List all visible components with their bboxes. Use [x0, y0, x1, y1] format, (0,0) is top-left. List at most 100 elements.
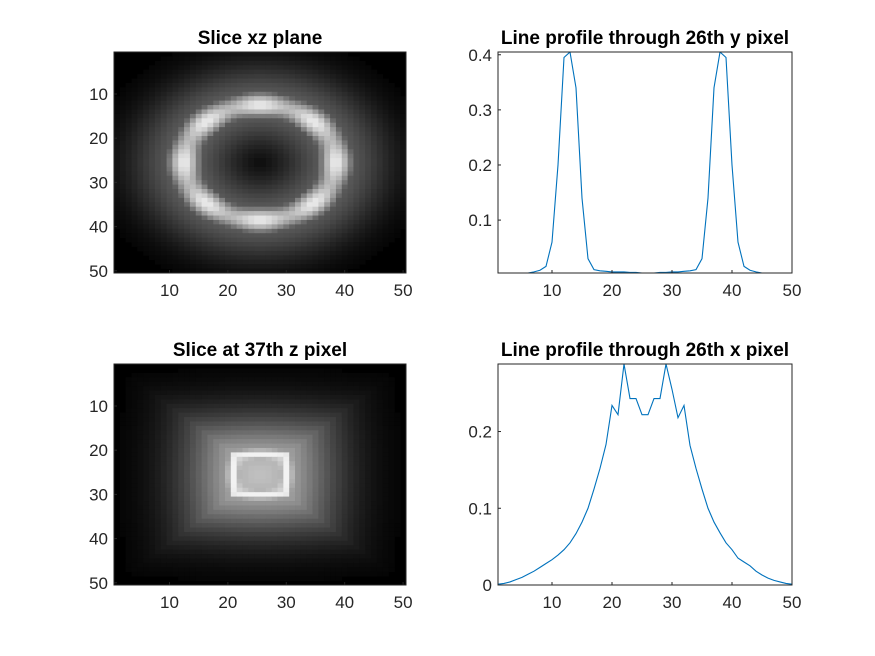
heatmap-cell	[370, 87, 378, 93]
heatmap-cell	[184, 149, 191, 155]
heatmap-cell	[160, 153, 167, 159]
heatmap-cell	[271, 60, 278, 66]
heatmap-cell	[137, 381, 144, 387]
heatmap-cell	[172, 122, 179, 128]
heatmap-cell	[219, 540, 226, 546]
heatmap-cell	[207, 399, 214, 405]
heatmap-cell	[289, 189, 296, 194]
heatmap-cell	[394, 456, 401, 462]
heatmap-cell	[160, 518, 167, 524]
heatmap-cell	[335, 545, 343, 551]
heatmap-cell	[160, 381, 167, 387]
heatmap-cell	[160, 197, 167, 203]
heatmap-cell	[201, 386, 208, 391]
heatmap-cell	[335, 408, 343, 414]
heatmap-cell	[370, 540, 378, 546]
heatmap-cell	[382, 135, 389, 141]
heatmap-cell	[324, 470, 331, 475]
heatmap-cell	[365, 492, 372, 497]
heatmap-cell	[347, 65, 354, 71]
axes-frame	[497, 363, 793, 586]
heatmap-cell	[312, 390, 319, 396]
heatmap-cell	[160, 219, 167, 225]
heatmap-cell	[318, 545, 325, 551]
heatmap-cell	[137, 149, 144, 155]
heatmap-cell	[382, 447, 389, 453]
heatmap-cell	[125, 228, 132, 234]
heatmap-cell	[224, 122, 232, 128]
heatmap-cell	[370, 197, 378, 203]
heatmap-cell	[125, 465, 132, 471]
heatmap-cell	[260, 65, 267, 71]
heatmap-cell	[335, 255, 343, 261]
heatmap-cell	[376, 242, 384, 247]
heatmap-cell	[125, 412, 132, 418]
heatmap-cell	[295, 505, 302, 511]
heatmap-cell	[154, 189, 162, 194]
heatmap-cell	[365, 100, 372, 106]
heatmap-cell	[254, 425, 261, 431]
heatmap-cell	[394, 430, 401, 436]
heatmap-cell	[365, 518, 372, 524]
heatmap-cell	[248, 518, 255, 524]
heatmap-cell	[172, 487, 179, 493]
heatmap-cell	[260, 78, 267, 84]
heatmap-cell	[224, 250, 232, 256]
heatmap-cell	[347, 242, 354, 247]
heatmap-cell	[353, 74, 360, 79]
heatmap-cell	[149, 140, 156, 146]
heatmap-cell	[137, 558, 144, 564]
heatmap-cell	[277, 434, 284, 440]
heatmap-cell	[178, 259, 185, 265]
heatmap-cell	[160, 56, 167, 62]
heatmap-cell	[154, 184, 162, 190]
heatmap-cell	[172, 144, 179, 150]
heatmap-cell	[347, 523, 354, 528]
heatmap-cell	[330, 91, 337, 97]
heatmap-cell	[254, 56, 261, 62]
heatmap-cell	[295, 109, 302, 115]
heatmap-cell	[277, 166, 284, 172]
heatmap-cell	[154, 202, 162, 208]
heatmap-cell	[289, 434, 296, 440]
heatmap-cell	[295, 421, 302, 427]
y-tick-label: 50	[89, 574, 108, 593]
heatmap-cell	[230, 175, 238, 181]
heatmap-cell	[318, 264, 325, 269]
heatmap-cell	[312, 368, 319, 374]
heatmap-cell	[335, 219, 343, 225]
heatmap-cell	[242, 439, 249, 444]
heatmap-cell	[213, 268, 220, 274]
heatmap-cell	[201, 242, 208, 247]
heatmap-cell	[271, 87, 278, 93]
heatmap-cell	[341, 105, 348, 110]
heatmap-cell	[400, 166, 407, 172]
heatmap-cell	[283, 372, 290, 378]
heatmap-cell	[318, 202, 325, 208]
heatmap-cell	[236, 571, 243, 577]
heatmap-cell	[335, 496, 343, 502]
heatmap-cell	[347, 509, 354, 515]
heatmap-cell	[359, 109, 366, 115]
heatmap-cell	[160, 505, 167, 511]
heatmap-cell	[306, 443, 313, 449]
heatmap-cell	[166, 149, 173, 155]
heatmap-cell	[265, 118, 273, 124]
heatmap-cell	[370, 109, 378, 115]
heatmap-cell	[359, 461, 366, 467]
heatmap-cell	[178, 228, 185, 234]
y-tick-label: 0.2	[468, 156, 492, 175]
heatmap-cell	[324, 109, 331, 115]
heatmap-cell	[248, 153, 255, 159]
heatmap-cell	[189, 131, 197, 137]
heatmap-cell	[137, 162, 144, 168]
heatmap-cell	[160, 180, 167, 185]
heatmap-cell	[365, 408, 372, 414]
heatmap-cell	[143, 175, 150, 181]
heatmap-cell	[289, 536, 296, 542]
heatmap-cell	[125, 135, 132, 141]
heatmap-cell	[219, 381, 226, 387]
heatmap-cell	[312, 180, 319, 185]
heatmap-cell	[189, 562, 197, 568]
heatmap-cell	[295, 144, 302, 150]
